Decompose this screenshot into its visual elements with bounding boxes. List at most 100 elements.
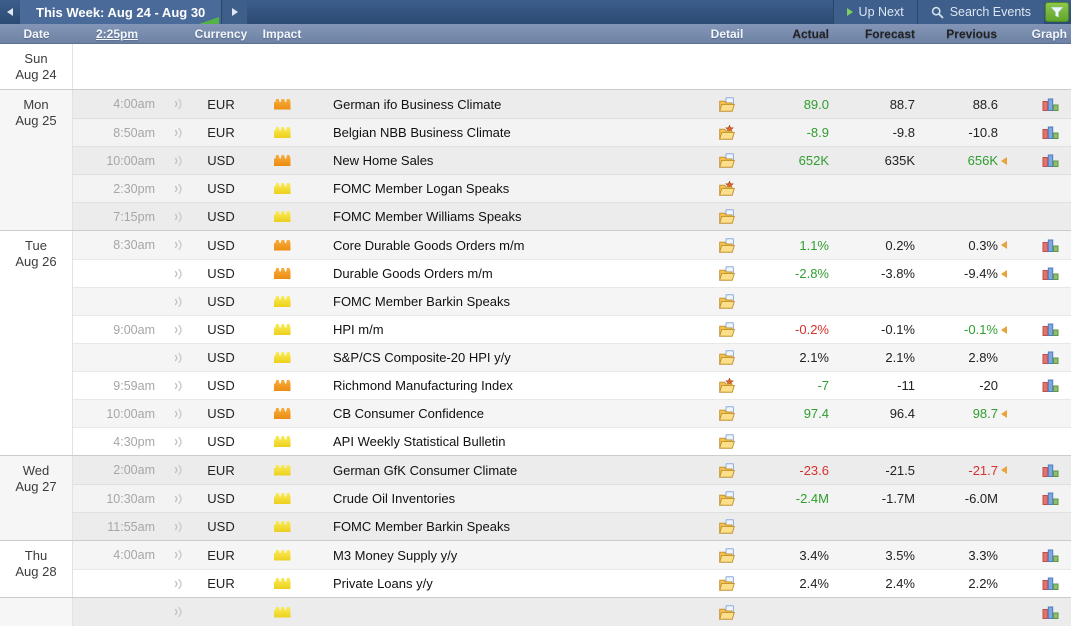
impact-orange-icon [273, 380, 291, 391]
current-time-link[interactable]: 2:25pm [95, 26, 139, 41]
forecast-value [837, 175, 923, 202]
graph-icon[interactable] [1042, 351, 1059, 364]
actual-value: -2.8% [795, 266, 829, 281]
alert-sound-icon[interactable] [173, 521, 184, 533]
detail-folder-icon[interactable] [719, 153, 735, 168]
graph-icon[interactable] [1042, 606, 1059, 619]
graph-icon[interactable] [1042, 577, 1059, 590]
detail-folder-icon[interactable] [719, 96, 735, 112]
alert-sound-icon[interactable] [173, 578, 184, 590]
revision-triangle-icon [1001, 466, 1007, 474]
event-time [73, 570, 161, 597]
event-title[interactable]: German ifo Business Climate [333, 96, 502, 112]
detail-folder-icon[interactable] [719, 237, 735, 253]
alert-sound-icon[interactable] [173, 155, 184, 167]
detail-folder-star-icon[interactable] [719, 125, 735, 140]
event-time: 4:30pm [113, 434, 155, 449]
column-header-currency: Currency [194, 26, 248, 41]
event-title[interactable]: CB Consumer Confidence [333, 406, 485, 421]
event-title[interactable]: German GfK Consumer Climate [333, 462, 518, 478]
alert-sound-icon[interactable] [173, 268, 184, 280]
tab-this-week[interactable]: This Week: Aug 24 - Aug 30 [20, 0, 222, 24]
event-title[interactable] [333, 598, 703, 626]
alert-sound-icon[interactable] [173, 324, 184, 336]
search-events-button[interactable]: Search Events [916, 0, 1044, 24]
impact-yellow-icon [273, 352, 291, 363]
previous-value: -10.8 [968, 125, 998, 140]
alert-sound-icon[interactable] [173, 549, 184, 561]
graph-icon[interactable] [1042, 379, 1059, 392]
detail-folder-icon[interactable] [719, 322, 735, 337]
forecast-value: 96.4 [889, 406, 915, 421]
detail-folder-icon[interactable] [719, 209, 735, 224]
graph-icon[interactable] [1042, 98, 1059, 111]
graph-icon[interactable] [1042, 549, 1059, 562]
event-title[interactable]: API Weekly Statistical Bulletin [333, 434, 506, 449]
alert-sound-icon[interactable] [173, 239, 184, 251]
detail-folder-icon[interactable] [719, 519, 735, 534]
event-title[interactable]: FOMC Member Logan Speaks [333, 181, 510, 196]
alert-sound-icon[interactable] [173, 352, 184, 364]
next-week-button[interactable] [221, 0, 248, 24]
alert-sound-icon[interactable] [173, 183, 184, 195]
event-time: 11:55am [107, 519, 155, 534]
impact-orange-icon [273, 239, 291, 251]
graph-icon[interactable] [1042, 323, 1059, 336]
alert-sound-icon[interactable] [173, 296, 184, 308]
event-title[interactable]: Durable Goods Orders m/m [333, 266, 493, 281]
event-currency: EUR [207, 462, 235, 478]
detail-folder-star-icon[interactable] [719, 378, 735, 393]
alert-sound-icon[interactable] [173, 380, 184, 392]
graph-icon[interactable] [1042, 239, 1059, 252]
alert-sound-icon[interactable] [173, 408, 184, 420]
event-title[interactable]: HPI m/m [333, 322, 384, 337]
graph-icon[interactable] [1042, 154, 1059, 167]
event-title[interactable]: New Home Sales [333, 153, 434, 168]
event-title[interactable]: S&P/CS Composite-20 HPI y/y [333, 350, 511, 365]
event-time: 10:30am [106, 491, 155, 506]
event-row: 9:00am USD HPI m/m -0.2% -0.1% -0.1% [73, 315, 1071, 343]
up-next-button[interactable]: Up Next [832, 0, 917, 24]
alert-sound-icon[interactable] [173, 127, 184, 139]
alert-sound-icon[interactable] [173, 493, 184, 505]
alert-sound-icon[interactable] [173, 436, 184, 448]
alert-sound-icon[interactable] [173, 606, 184, 618]
detail-folder-icon[interactable] [719, 294, 735, 309]
event-row: 7:15pm USD FOMC Member Williams Speaks [73, 202, 1071, 230]
event-title[interactable]: Private Loans y/y [333, 576, 433, 591]
filter-button[interactable] [1045, 2, 1069, 22]
alert-sound-icon[interactable] [173, 98, 184, 110]
graph-icon[interactable] [1042, 126, 1059, 139]
event-title[interactable]: M3 Money Supply y/y [333, 547, 458, 563]
event-title[interactable]: FOMC Member Williams Speaks [333, 209, 522, 224]
event-title[interactable]: Crude Oil Inventories [333, 491, 456, 506]
event-title[interactable]: Core Durable Goods Orders m/m [333, 237, 525, 253]
detail-folder-icon[interactable] [719, 350, 735, 365]
detail-folder-icon[interactable] [719, 576, 735, 591]
actual-value: 1.1% [799, 237, 829, 253]
detail-folder-star-icon[interactable] [719, 181, 735, 196]
detail-folder-icon[interactable] [719, 266, 735, 281]
graph-icon[interactable] [1042, 492, 1059, 505]
detail-folder-icon[interactable] [719, 406, 735, 421]
detail-folder-icon[interactable] [719, 604, 735, 620]
event-title[interactable]: FOMC Member Barkin Speaks [333, 294, 510, 309]
alert-sound-icon[interactable] [173, 464, 184, 476]
graph-icon[interactable] [1042, 267, 1059, 280]
day-block: Mon Aug 25 4:00am EUR German ifo Business Cl… [0, 89, 1071, 230]
detail-folder-icon[interactable] [719, 434, 735, 449]
detail-folder-icon[interactable] [719, 547, 735, 563]
actual-value [751, 203, 837, 230]
alert-sound-icon[interactable] [173, 211, 184, 223]
event-time [73, 344, 161, 371]
graph-icon[interactable] [1042, 464, 1059, 477]
event-title[interactable]: Richmond Manufacturing Index [333, 378, 513, 393]
detail-folder-icon[interactable] [719, 491, 735, 506]
event-title[interactable]: FOMC Member Barkin Speaks [333, 519, 510, 534]
impact-yellow-icon [273, 127, 291, 138]
previous-week-button[interactable] [0, 0, 20, 24]
event-currency: USD [207, 294, 235, 309]
detail-folder-icon[interactable] [719, 462, 735, 478]
previous-value: -0.1% [964, 322, 998, 337]
event-title[interactable]: Belgian NBB Business Climate [333, 125, 511, 140]
